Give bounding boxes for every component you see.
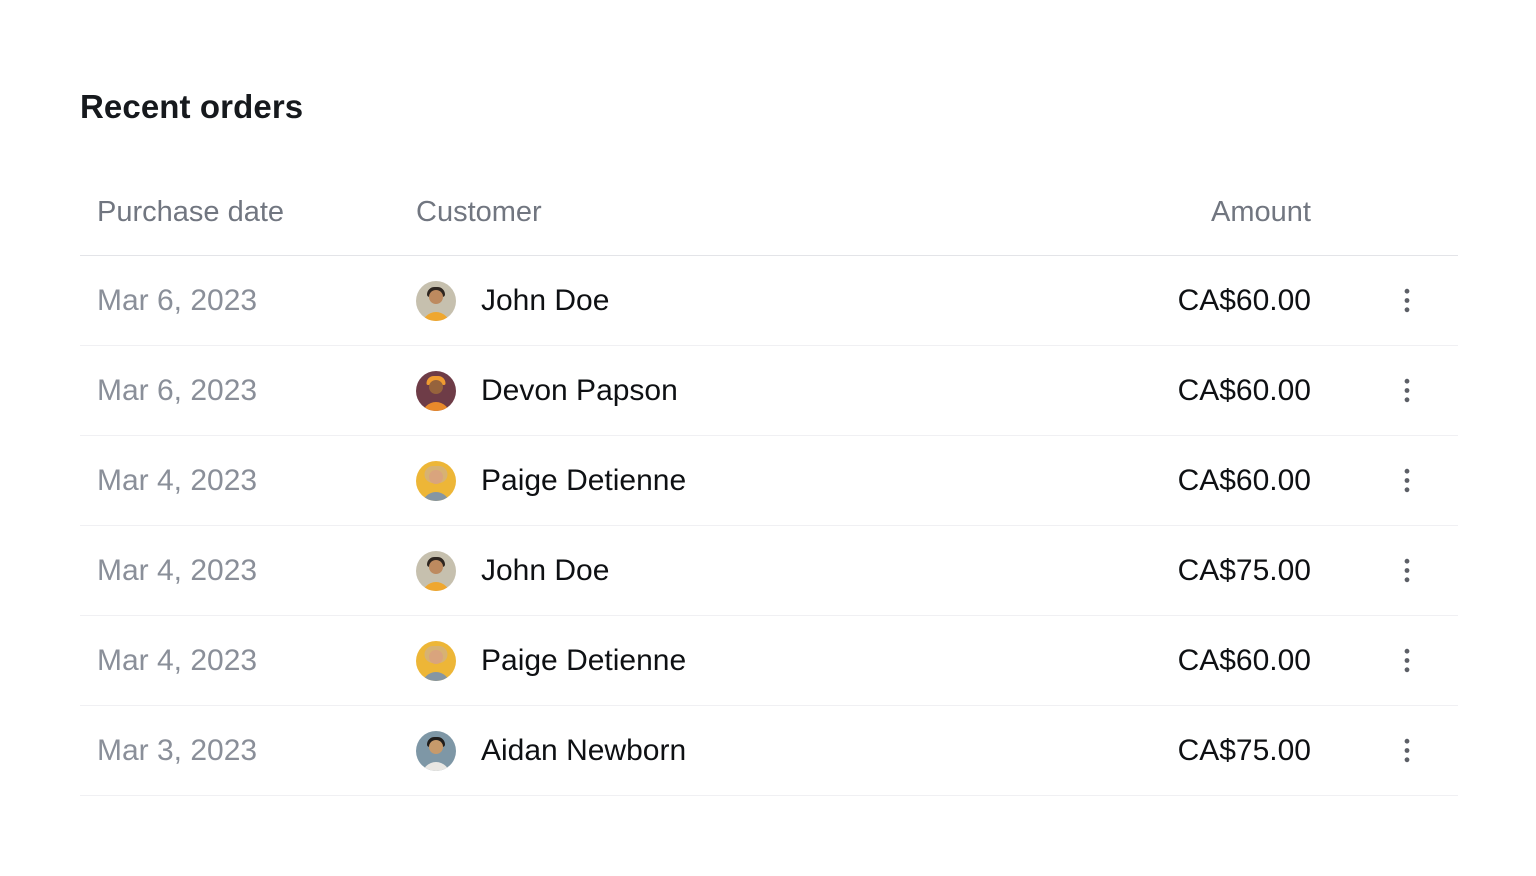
purchase-date: Mar 4, 2023 xyxy=(97,553,258,587)
row-actions-cell xyxy=(1311,461,1458,501)
amount-cell: CA$60.00 xyxy=(1111,374,1311,408)
amount-cell: CA$60.00 xyxy=(1111,464,1311,498)
row-actions-button[interactable] xyxy=(1390,461,1424,501)
customer-avatar xyxy=(416,460,456,501)
amount-value: CA$75.00 xyxy=(1177,733,1311,767)
row-actions-button[interactable] xyxy=(1390,371,1424,411)
avatar-face-shape xyxy=(429,469,443,484)
row-actions-cell xyxy=(1311,551,1458,591)
row-actions-cell xyxy=(1311,371,1458,411)
purchase-date: Mar 4, 2023 xyxy=(97,643,258,677)
purchase-date: Mar 4, 2023 xyxy=(97,463,258,497)
kebab-menu-icon xyxy=(1404,288,1410,313)
amount-value: CA$75.00 xyxy=(1177,553,1311,587)
kebab-menu-icon xyxy=(1404,558,1410,583)
table-row: Mar 4, 2023 Paige Detienne CA$60.00 xyxy=(80,616,1458,706)
customer-cell: John Doe xyxy=(416,280,1111,321)
amount-value: CA$60.00 xyxy=(1177,463,1311,497)
amount-cell: CA$75.00 xyxy=(1111,734,1311,768)
avatar-shoulders-shape xyxy=(422,311,450,321)
purchase-date-cell: Mar 6, 2023 xyxy=(80,284,416,318)
row-actions-button[interactable] xyxy=(1390,731,1424,771)
avatar-shoulders-shape xyxy=(422,491,450,501)
column-header-purchase-date: Purchase date xyxy=(97,196,285,228)
table-row: Mar 4, 2023 John Doe CA$75.00 xyxy=(80,526,1458,616)
table-row: Mar 6, 2023 John Doe CA$60.00 xyxy=(80,256,1458,346)
table-body: Mar 6, 2023 John Doe CA$60.00 xyxy=(80,256,1458,796)
row-actions-cell xyxy=(1311,641,1458,681)
customer-name: Aidan Newborn xyxy=(481,733,687,767)
recent-orders-table: Purchase date Customer Amount Mar 6, 202… xyxy=(80,170,1458,796)
customer-cell: Devon Papson xyxy=(416,370,1111,411)
avatar-shoulders-shape xyxy=(422,761,450,771)
avatar-face-shape xyxy=(429,559,443,574)
customer-avatar xyxy=(416,280,456,321)
kebab-menu-icon xyxy=(1404,378,1410,403)
amount-value: CA$60.00 xyxy=(1177,643,1311,677)
amount-cell: CA$60.00 xyxy=(1111,644,1311,678)
customer-name: John Doe xyxy=(481,283,610,317)
table-header-row: Purchase date Customer Amount xyxy=(80,170,1458,256)
customer-name: Paige Detienne xyxy=(481,643,687,677)
kebab-menu-icon xyxy=(1404,468,1410,493)
row-actions-cell xyxy=(1311,731,1458,771)
avatar-face-shape xyxy=(429,289,443,304)
column-header-customer: Customer xyxy=(416,196,542,228)
avatar-shoulders-shape xyxy=(422,581,450,591)
avatar-shoulders-shape xyxy=(422,671,450,681)
purchase-date-cell: Mar 6, 2023 xyxy=(80,374,416,408)
page: Recent orders Purchase date Customer Amo… xyxy=(80,88,1458,796)
customer-cell: John Doe xyxy=(416,550,1111,591)
customer-avatar xyxy=(416,640,456,681)
customer-cell: Aidan Newborn xyxy=(416,730,1111,771)
amount-cell: CA$60.00 xyxy=(1111,284,1311,318)
purchase-date-cell: Mar 4, 2023 xyxy=(80,554,416,588)
customer-cell: Paige Detienne xyxy=(416,460,1111,501)
customer-name: Paige Detienne xyxy=(481,463,687,497)
purchase-date: Mar 6, 2023 xyxy=(97,373,258,407)
amount-value: CA$60.00 xyxy=(1177,373,1311,407)
kebab-menu-icon xyxy=(1404,648,1410,673)
purchase-date-cell: Mar 4, 2023 xyxy=(80,644,416,678)
amount-value: CA$60.00 xyxy=(1177,283,1311,317)
customer-avatar xyxy=(416,730,456,771)
amount-cell: CA$75.00 xyxy=(1111,554,1311,588)
kebab-menu-icon xyxy=(1404,738,1410,763)
avatar-face-shape xyxy=(429,379,443,394)
customer-avatar xyxy=(416,370,456,411)
table-row: Mar 4, 2023 Paige Detienne CA$60.00 xyxy=(80,436,1458,526)
purchase-date: Mar 6, 2023 xyxy=(97,283,258,317)
purchase-date-cell: Mar 3, 2023 xyxy=(80,734,416,768)
column-header-amount: Amount xyxy=(1211,196,1311,228)
purchase-date-cell: Mar 4, 2023 xyxy=(80,464,416,498)
avatar-face-shape xyxy=(429,649,443,664)
table-row: Mar 3, 2023 Aidan Newborn CA$75.00 xyxy=(80,706,1458,796)
customer-avatar xyxy=(416,550,456,591)
avatar-face-shape xyxy=(429,739,443,754)
page-title: Recent orders xyxy=(80,88,304,125)
customer-cell: Paige Detienne xyxy=(416,640,1111,681)
row-actions-button[interactable] xyxy=(1390,551,1424,591)
row-actions-button[interactable] xyxy=(1390,641,1424,681)
customer-name: Devon Papson xyxy=(481,373,678,407)
row-actions-button[interactable] xyxy=(1390,281,1424,321)
row-actions-cell xyxy=(1311,281,1458,321)
table-row: Mar 6, 2023 Devon Papson CA$60.00 xyxy=(80,346,1458,436)
customer-name: John Doe xyxy=(481,553,610,587)
avatar-shoulders-shape xyxy=(422,401,450,411)
purchase-date: Mar 3, 2023 xyxy=(97,733,258,767)
